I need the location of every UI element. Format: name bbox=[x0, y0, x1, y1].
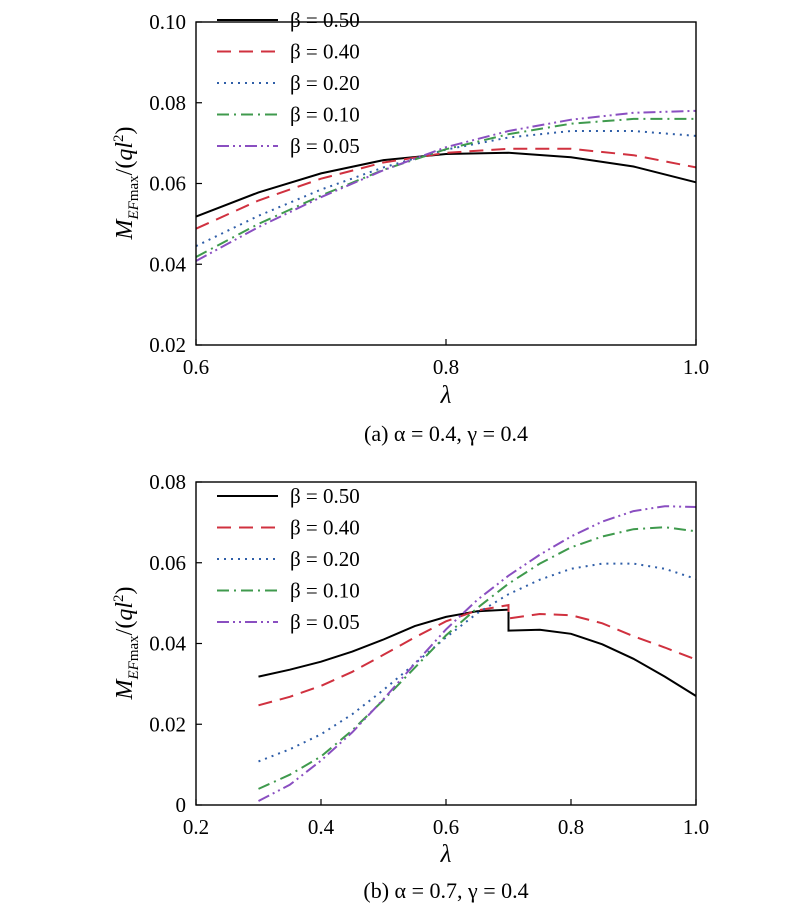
series-line-a-4 bbox=[195, 109, 697, 262]
x-tick-label-b-2: 0.6 bbox=[433, 815, 459, 839]
y-tick-label-b-2: 0.04 bbox=[149, 632, 186, 656]
y-tick-label-b-4: 0.08 bbox=[149, 470, 186, 494]
x-tick-label-b-4: 1.0 bbox=[683, 815, 709, 839]
legend-label-a-3: β = 0.10 bbox=[290, 103, 360, 127]
legend-b: β = 0.50 β = 0.40 β = 0.20 β = 0.10 β = 0.05 bbox=[217, 484, 360, 634]
series-line-b-2 bbox=[258, 562, 697, 763]
legend-label-a-4: β = 0.05 bbox=[290, 134, 360, 158]
x-axis-label-a: λ bbox=[440, 382, 452, 409]
legend-label-b-4: β = 0.05 bbox=[290, 610, 360, 634]
legend-a: β = 0.50 β = 0.40 β = 0.20 β = 0.10 β = 0.05 bbox=[217, 8, 360, 158]
caption-b: (b) α = 0.7, γ = 0.4 bbox=[363, 878, 528, 903]
series-line-a-1 bbox=[195, 147, 697, 230]
y-tick-label-b-3: 0.06 bbox=[149, 551, 186, 575]
series-layer-a bbox=[195, 109, 697, 262]
x-tick-label-a-2: 1.0 bbox=[683, 355, 709, 379]
legend-label-b-1: β = 0.40 bbox=[290, 516, 360, 540]
series-line-a-0 bbox=[195, 151, 697, 218]
legend-label-b-3: β = 0.10 bbox=[290, 579, 360, 603]
y-tick-label-a-3: 0.08 bbox=[149, 91, 186, 115]
plot-frame-b bbox=[195, 481, 697, 806]
series-line-b-1 bbox=[258, 603, 697, 707]
legend-label-a-1: β = 0.40 bbox=[290, 40, 360, 64]
x-tick-label-a-1: 0.8 bbox=[433, 355, 459, 379]
caption-a: (a) α = 0.4, γ = 0.4 bbox=[364, 421, 528, 446]
x-tick-label-b-3: 0.8 bbox=[558, 815, 584, 839]
series-line-b-4 bbox=[258, 505, 697, 802]
y-tick-label-a-0: 0.02 bbox=[149, 333, 186, 357]
y-tick-label-a-2: 0.06 bbox=[149, 172, 186, 196]
legend-label-a-0: β = 0.50 bbox=[290, 8, 360, 32]
chart-panel-a: 0.6 0.8 1.00.020.040.060.080.10 β = 0.50β … bbox=[111, 8, 709, 446]
y-tick-label-b-0: 0 bbox=[176, 793, 187, 817]
y-axis-label-a: MEFmax/(ql2) bbox=[111, 127, 142, 241]
series-layer-b bbox=[258, 505, 697, 802]
x-axis-label-b: λ bbox=[440, 841, 452, 868]
x-tick-label-b-1: 0.4 bbox=[308, 815, 335, 839]
y-tick-label-a-1: 0.04 bbox=[149, 252, 186, 276]
series-line-a-2 bbox=[195, 130, 697, 247]
legend-label-b-2: β = 0.20 bbox=[290, 547, 360, 571]
x-tick-label-a-0: 0.6 bbox=[183, 355, 209, 379]
chart-panel-b: 0.2 0.4 0.6 0.8 1.0 0 0.02 0.04 0.06 0.08 β = 0.5… bbox=[111, 470, 709, 903]
ticks-b: 0.2 0.4 0.6 0.8 1.0 0 0.02 0.04 0.06 0.08 bbox=[149, 470, 709, 839]
y-tick-label-b-1: 0.02 bbox=[149, 712, 186, 736]
series-line-b-0 bbox=[258, 608, 697, 697]
x-tick-label-b-0: 0.2 bbox=[183, 815, 209, 839]
y-tick-label-a-4: 0.10 bbox=[149, 10, 186, 34]
plot-frame-a bbox=[195, 21, 697, 346]
legend-label-b-0: β = 0.50 bbox=[290, 484, 360, 508]
ticks-a: 0.6 0.8 1.0 0.02 0.04 0.06 0.08 0.10 bbox=[149, 10, 709, 379]
y-axis-label-b: MEFmax/(ql2) bbox=[111, 587, 142, 701]
legend-label-a-2: β = 0.20 bbox=[290, 71, 360, 95]
series-line-a-3 bbox=[195, 117, 696, 258]
